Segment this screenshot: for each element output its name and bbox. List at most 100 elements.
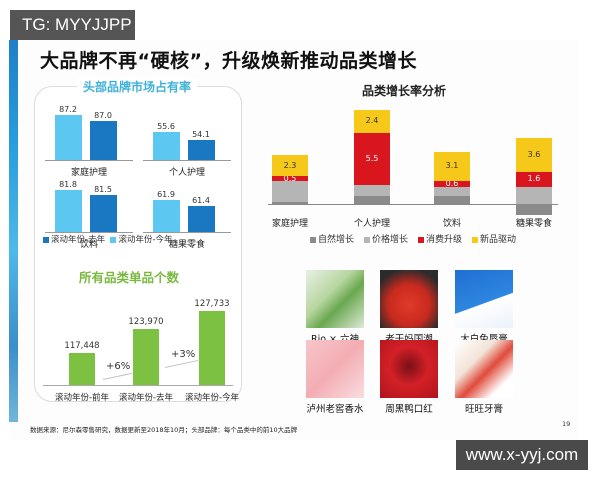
count-category-label: 滚动年份-今年 — [184, 393, 240, 403]
product-label: 旺旺牙膏 — [464, 404, 503, 415]
legend-swatch — [418, 236, 425, 243]
product-image — [306, 340, 364, 398]
stack-segment — [434, 196, 470, 204]
legend-item: 消费升级 — [418, 235, 462, 245]
value-label-this-year: 87.0 — [94, 110, 112, 120]
share-legend: 滚动年份-去年 滚动年份-今年 — [43, 233, 173, 245]
growth-annotation: +6% — [106, 361, 131, 372]
left-panel: 头部品牌市场占有率 87.2 87.0 家庭护理 55.6 54.1 个人护理 81.8 81… — [34, 78, 242, 403]
bar-this-year — [90, 195, 117, 232]
count-bar — [69, 353, 95, 385]
product-tile: Rio × 六神 — [298, 270, 372, 345]
category-label: 家庭护理 — [70, 168, 107, 178]
mini-baseline — [45, 160, 133, 161]
product-label: 周黑鸭口红 — [385, 404, 433, 415]
bar-last-year — [153, 200, 180, 232]
stack-segment — [354, 109, 390, 133]
bar-last-year — [55, 115, 82, 160]
legend-swatch-this-year — [110, 236, 117, 243]
stack-category-label: 饮料 — [442, 219, 461, 229]
page-number: 19 — [562, 420, 571, 428]
legend-label: 消费升级 — [426, 235, 463, 245]
count-category-label: 滚动年份-去年 — [118, 393, 174, 403]
stack-segment — [272, 202, 308, 204]
segment-value-label: 1.6 — [527, 174, 541, 184]
product-tile: 旺旺牙膏 — [447, 340, 521, 415]
stack-baseline — [268, 204, 558, 205]
value-label-this-year: 54.1 — [192, 130, 210, 140]
value-label-last-year: 87.2 — [59, 105, 77, 115]
product-tile: 老干妈国潮 — [372, 270, 446, 345]
stack-segment — [272, 181, 308, 203]
main-title: 大品牌不再“硬核”，升级焕新推动品类增长 — [40, 50, 417, 72]
stack-segment — [354, 196, 390, 204]
growth-annotation: +3% — [171, 349, 196, 360]
growth-stacked-chart: 0.5 2.3 家庭护理 5.5 2.4 个人护理 0.6 3.1 饮料 1.6 3.6 糖果零食 — [268, 100, 558, 240]
segment-value-label: 5.5 — [365, 153, 379, 163]
growth-arrow — [102, 372, 133, 380]
legend-label-this-year: 滚动年份-今年 — [118, 235, 173, 245]
stack-category-label: 糖果零食 — [515, 219, 552, 229]
stack-segment — [434, 186, 470, 197]
segment-value-label: 0.6 — [445, 179, 459, 189]
count-bar — [199, 311, 225, 385]
product-image — [306, 270, 364, 328]
product-tile: 泸州老窖香水 — [298, 340, 372, 415]
stack-segment — [272, 176, 308, 182]
bar-this-year — [90, 120, 117, 160]
stack-segment — [272, 154, 308, 177]
category-label: 个人护理 — [168, 168, 205, 178]
stack-segment — [354, 132, 390, 185]
share-chart-title: 头部品牌市场占有率 — [77, 78, 198, 95]
mini-baseline — [45, 232, 133, 233]
share-mini-chart: 81.8 81.5 饮料 — [45, 173, 133, 250]
count-value-label: 123,970 — [128, 317, 164, 327]
bar-last-year — [55, 190, 82, 232]
segment-value-label: 3.1 — [445, 161, 459, 171]
bar-last-year — [153, 131, 180, 160]
count-chart: 117,448 滚动年份-前年 123,970 滚动年份-去年 127,733 滚动年份-… — [43, 287, 239, 403]
stack-segment — [434, 151, 470, 182]
share-mini-chart: 87.2 87.0 家庭护理 — [45, 101, 133, 178]
mini-baseline — [143, 232, 231, 233]
stack-segment — [516, 186, 552, 204]
count-value-label: 117,448 — [64, 341, 100, 351]
footnote: 数据来源：尼尔森零售研究，数据更新至2018年10月；头部品牌：每个品类中的前1… — [30, 426, 298, 434]
watermark-top: TG: MYYJJPP — [10, 10, 135, 40]
share-mini-chart: 61.9 61.4 糖果零食 — [143, 173, 231, 250]
product-label: 大白兔唇膏 — [447, 331, 521, 345]
stack-segment — [434, 181, 470, 187]
stack-segment — [354, 185, 390, 197]
segment-value-label: 2.3 — [283, 160, 297, 170]
value-label-this-year: 81.5 — [94, 185, 112, 195]
count-baseline — [43, 385, 233, 386]
value-label-this-year: 61.4 — [192, 195, 210, 205]
product-image — [380, 270, 438, 328]
bar-this-year — [188, 140, 215, 160]
stack-category-label: 个人护理 — [353, 219, 390, 229]
value-label-last-year: 55.6 — [157, 121, 175, 131]
legend-label-last-year: 滚动年份-去年 — [51, 235, 106, 245]
legend-label: 价格增长 — [372, 235, 409, 245]
legend-item: 自然增长 — [310, 235, 354, 245]
product-label: 老干妈国潮 — [372, 331, 446, 345]
legend-label: 新品驱动 — [480, 235, 517, 245]
stack-segment — [516, 137, 552, 172]
legend-swatch — [364, 236, 371, 243]
count-chart-title: 所有品类单品个数 — [73, 267, 186, 286]
share-mini-chart: 55.6 54.1 个人护理 — [143, 101, 231, 178]
watermark-bottom: www.x-yyj.com — [456, 440, 588, 470]
stack-segment — [516, 171, 552, 187]
product-tile: 周黑鸭口红 — [372, 340, 446, 415]
count-category-label: 滚动年份-前年 — [54, 393, 110, 403]
legend-swatch-last-year — [43, 236, 49, 243]
stack-category-label: 家庭护理 — [271, 219, 308, 229]
category-label: 饮料 — [79, 240, 98, 250]
product-image — [455, 270, 513, 328]
mini-baseline — [143, 160, 231, 161]
segment-value-label: 2.4 — [365, 116, 379, 126]
value-label-last-year: 81.8 — [59, 180, 77, 190]
value-label-last-year: 61.9 — [157, 190, 175, 200]
side-stripe — [9, 40, 18, 422]
product-tile: 大白兔唇膏 — [447, 270, 521, 345]
